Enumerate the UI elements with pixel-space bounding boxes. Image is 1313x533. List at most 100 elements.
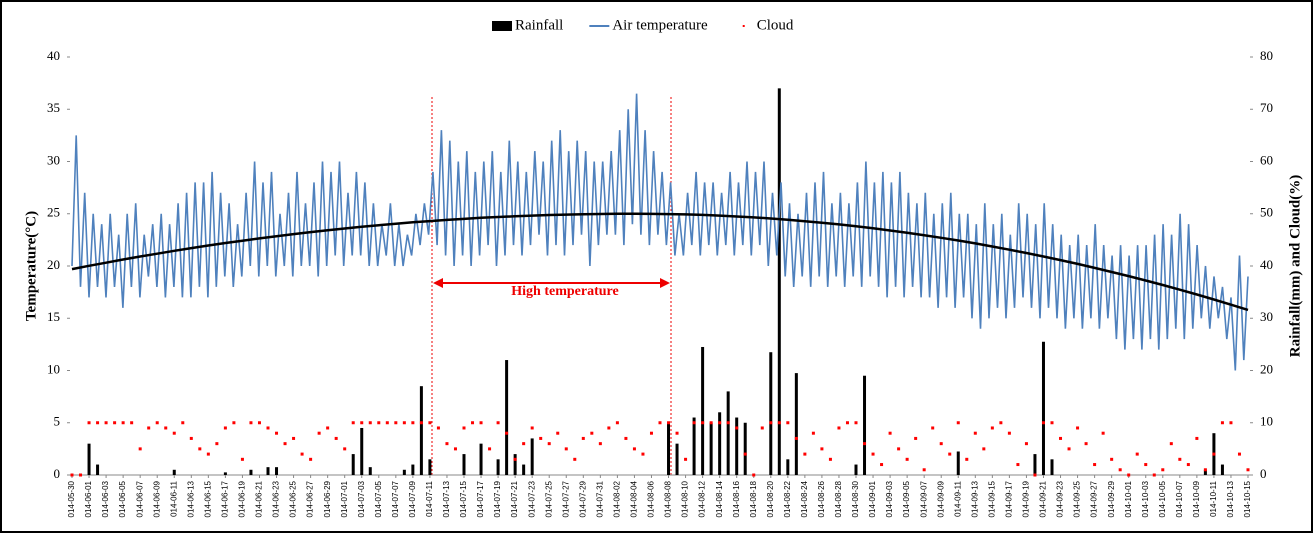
rain-bar	[1033, 454, 1037, 475]
cloud-dot	[215, 442, 219, 446]
cloud-dot	[794, 436, 798, 440]
x-tick-label: 014-06-29	[323, 480, 332, 517]
legend-swatch	[492, 21, 512, 31]
x-tick-label: 014-09-13	[970, 480, 979, 517]
x-tick-label: 014-10-09	[1192, 480, 1201, 517]
cloud-dot	[1203, 468, 1207, 472]
rain-bar	[513, 454, 517, 475]
rain-bar	[249, 469, 253, 475]
x-tick-label: 014-10-11	[1209, 480, 1218, 516]
trend-line	[71, 212, 1249, 312]
cloud-dot	[479, 421, 483, 425]
cloud-dot	[505, 431, 509, 435]
rain-bar	[266, 467, 270, 475]
legend-label: Air temperature	[612, 17, 708, 33]
cloud-dot	[649, 431, 653, 435]
cloud-dot	[249, 421, 253, 425]
cloud-dot	[343, 447, 347, 451]
x-tick-label: 014-09-21	[1039, 480, 1048, 517]
cloud-dot	[436, 426, 440, 430]
cloud-dot	[632, 447, 636, 451]
cloud-dot	[334, 436, 338, 440]
x-tick-label: 014-10-07	[1175, 480, 1184, 517]
cloud-dot	[138, 447, 142, 451]
cloud-dot	[113, 421, 117, 425]
cloud-dot	[880, 463, 884, 467]
x-tick-label: 014-06-03	[101, 480, 110, 517]
cloud-dot	[121, 421, 125, 425]
cloud-dot	[854, 421, 858, 425]
x-tick-label: 014-09-15	[987, 480, 996, 517]
x-tick-label: 014-06-05	[118, 480, 127, 517]
rain-bar	[275, 467, 279, 475]
cloud-dot	[1024, 442, 1028, 446]
cloud-dot	[684, 457, 688, 461]
x-tick-label: 014-07-13	[442, 480, 451, 517]
x-tick-label: 014-09-07	[919, 480, 928, 517]
y2-tick-label: 50	[1260, 205, 1273, 220]
cloud-dot	[1101, 431, 1105, 435]
cloud-dot	[428, 421, 432, 425]
cloud-dot	[1041, 421, 1045, 425]
legend-label: Rainfall	[515, 17, 563, 33]
cloud-dot	[368, 421, 372, 425]
cloud-dot	[530, 426, 534, 430]
cloud-dot	[471, 421, 475, 425]
cloud-dot	[675, 431, 679, 435]
cloud-dot	[624, 436, 628, 440]
cloud-dot	[871, 452, 875, 456]
cloud-dot	[181, 421, 185, 425]
cloud-dot	[777, 421, 781, 425]
cloud-dot	[965, 457, 969, 461]
cloud-dot	[581, 436, 585, 440]
rain-bar	[411, 464, 415, 475]
cloud-dot	[104, 421, 108, 425]
cloud-dot	[462, 426, 466, 430]
x-tick-label: 014-08-08	[664, 480, 673, 517]
cloud-dot	[692, 421, 696, 425]
cloud-dot	[87, 421, 91, 425]
rain-bar	[675, 443, 679, 475]
y2-tick-label: 40	[1260, 257, 1273, 272]
cloud-dot	[1110, 457, 1114, 461]
cloud-dot	[1152, 473, 1156, 477]
cloud-dot	[939, 442, 943, 446]
rain-bar	[1220, 464, 1224, 475]
cloud-dot	[718, 421, 722, 425]
cloud-dot	[811, 431, 815, 435]
cloud-dot	[931, 426, 935, 430]
cloud-dot	[206, 452, 210, 456]
x-tick-label: 014-10-15	[1243, 480, 1252, 517]
cloud-dot	[948, 452, 952, 456]
cloud-dot	[232, 421, 236, 425]
x-tick-label: 014-08-22	[783, 480, 792, 517]
cloud-dot	[513, 457, 517, 461]
x-tick-label: 014-08-02	[613, 480, 622, 517]
x-tick-label: 014-07-17	[476, 480, 485, 517]
cloud-dot	[837, 426, 841, 430]
cloud-dot	[453, 447, 457, 451]
x-tick-label: 014-07-01	[340, 480, 349, 517]
cloud-dot	[658, 421, 662, 425]
x-tick-label: 014-08-28	[834, 480, 843, 517]
cloud-dot	[726, 421, 730, 425]
x-tick-label: 014-07-11	[425, 480, 434, 516]
x-tick-label: 014-07-03	[357, 480, 366, 517]
x-tick-label: 014-09-05	[902, 480, 911, 517]
x-tick-label: 014-08-20	[766, 480, 775, 517]
cloud-dot	[266, 426, 270, 430]
cloud-dot	[70, 473, 74, 477]
cloud-dot	[1169, 442, 1173, 446]
cloud-dot	[351, 421, 355, 425]
x-tick-label: 014-09-19	[1022, 480, 1031, 517]
rain-bar	[726, 391, 730, 475]
rain-bar	[863, 375, 867, 475]
y-axis-title: Temperature(°C)	[23, 211, 39, 321]
cloud-dot	[1007, 431, 1011, 435]
cloud-dot	[803, 452, 807, 456]
cloud-dot	[1178, 457, 1182, 461]
cloud-dot	[1127, 473, 1131, 477]
rain-bar	[428, 459, 432, 475]
rain-bar	[1203, 469, 1207, 475]
